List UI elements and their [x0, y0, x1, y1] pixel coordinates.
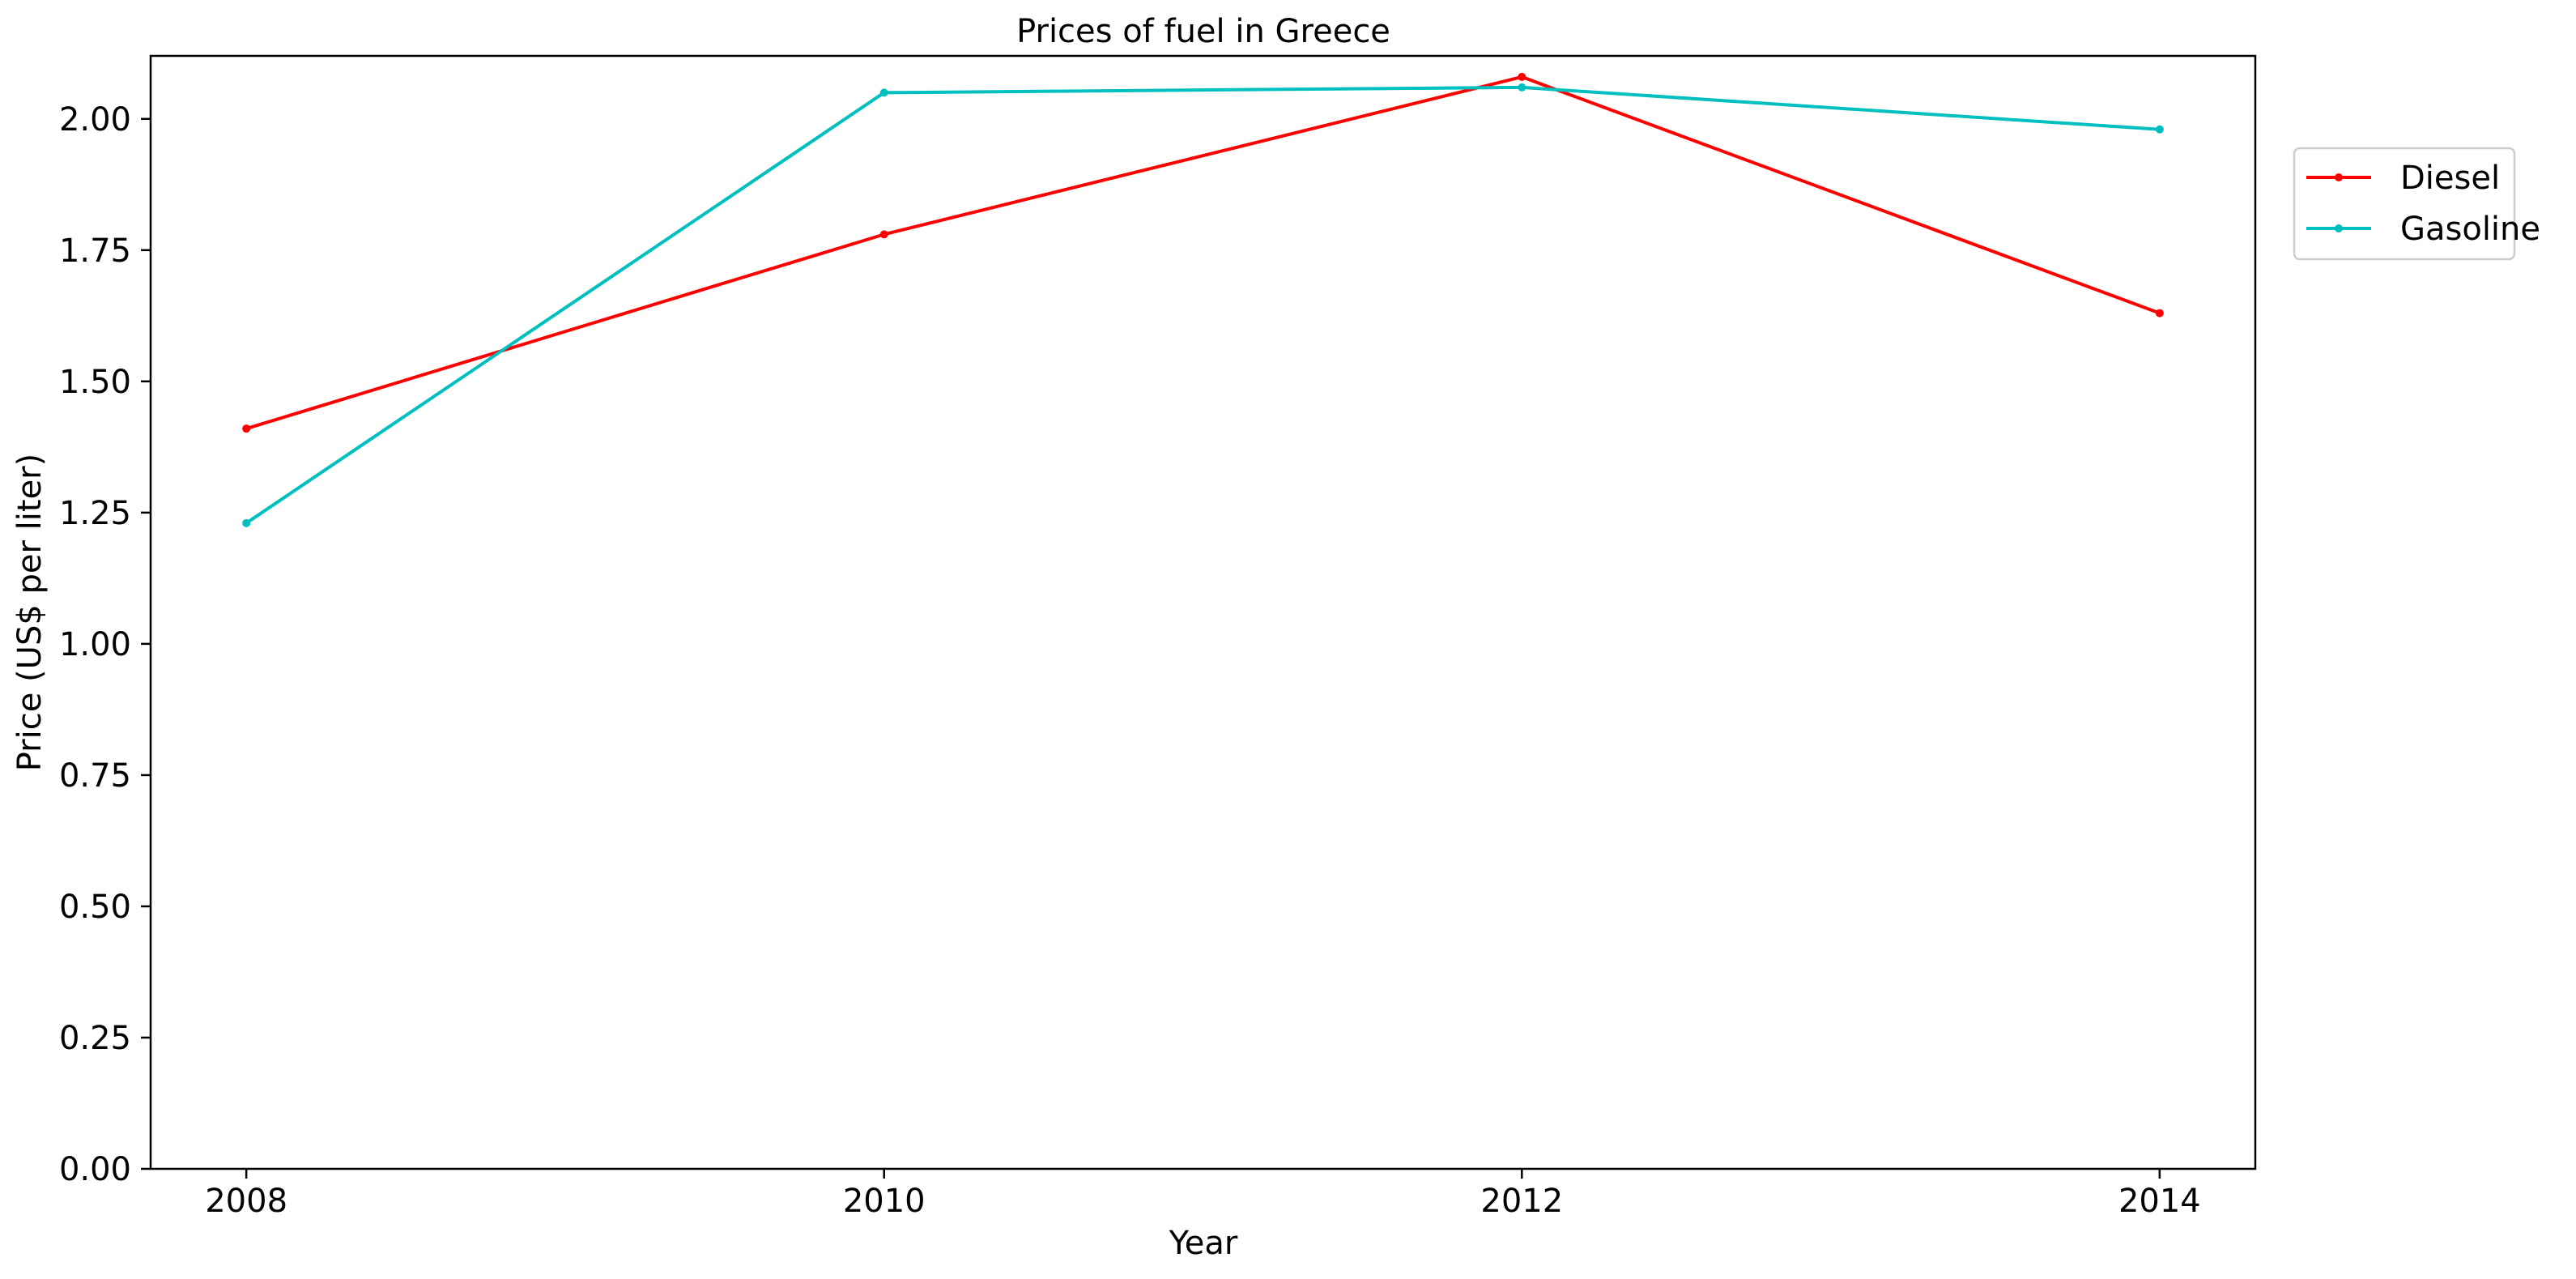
- x-tick-label: 2008: [205, 1183, 287, 1220]
- x-tick-label: 2010: [843, 1183, 926, 1220]
- y-tick-label: 0.00: [59, 1151, 131, 1188]
- y-tick-label: 1.00: [59, 626, 131, 663]
- chart-title: Prices of fuel in Greece: [1016, 13, 1390, 50]
- x-tick-label: 2012: [1480, 1183, 1563, 1220]
- y-tick-label: 0.50: [59, 889, 131, 926]
- data-point-gasoline: [879, 88, 888, 97]
- y-tick-label: 1.25: [59, 495, 131, 532]
- series-line-diesel: [245, 75, 2161, 431]
- legend-marker-gasoline: [2335, 224, 2343, 232]
- x-tick-label: 2014: [2118, 1183, 2201, 1220]
- data-point-diesel: [242, 424, 251, 433]
- legend-marker-diesel: [2335, 173, 2343, 181]
- legend-label-gasoline: Gasoline: [2400, 211, 2540, 248]
- axis-ticks: 0.00 0.25 0.50 0.75 1.00 1.25 1.50 1.75 2.00 2008…: [59, 101, 2201, 1220]
- y-tick-label: 2.00: [59, 101, 131, 139]
- plot-series: [242, 72, 2164, 527]
- data-point-diesel: [1518, 72, 1526, 81]
- y-tick-label: 1.75: [59, 232, 131, 270]
- legend: Diesel Gasoline: [2293, 147, 2540, 261]
- data-point-gasoline: [2155, 125, 2164, 134]
- x-axis-label: Year: [1169, 1225, 1238, 1262]
- legend-label-diesel: Diesel: [2400, 160, 2500, 197]
- y-tick-label: 0.75: [59, 757, 131, 795]
- data-point-diesel: [879, 230, 888, 239]
- data-point-gasoline: [242, 518, 251, 527]
- y-tick-label: 1.50: [59, 364, 131, 401]
- series-line-gasoline: [245, 85, 2160, 525]
- y-tick-label: 0.25: [59, 1020, 131, 1057]
- data-point-diesel: [2155, 309, 2164, 318]
- plot-frame: [149, 54, 2257, 1170]
- y-axis-label: Price (US$ per liter): [11, 454, 49, 771]
- data-point-gasoline: [1518, 83, 1526, 92]
